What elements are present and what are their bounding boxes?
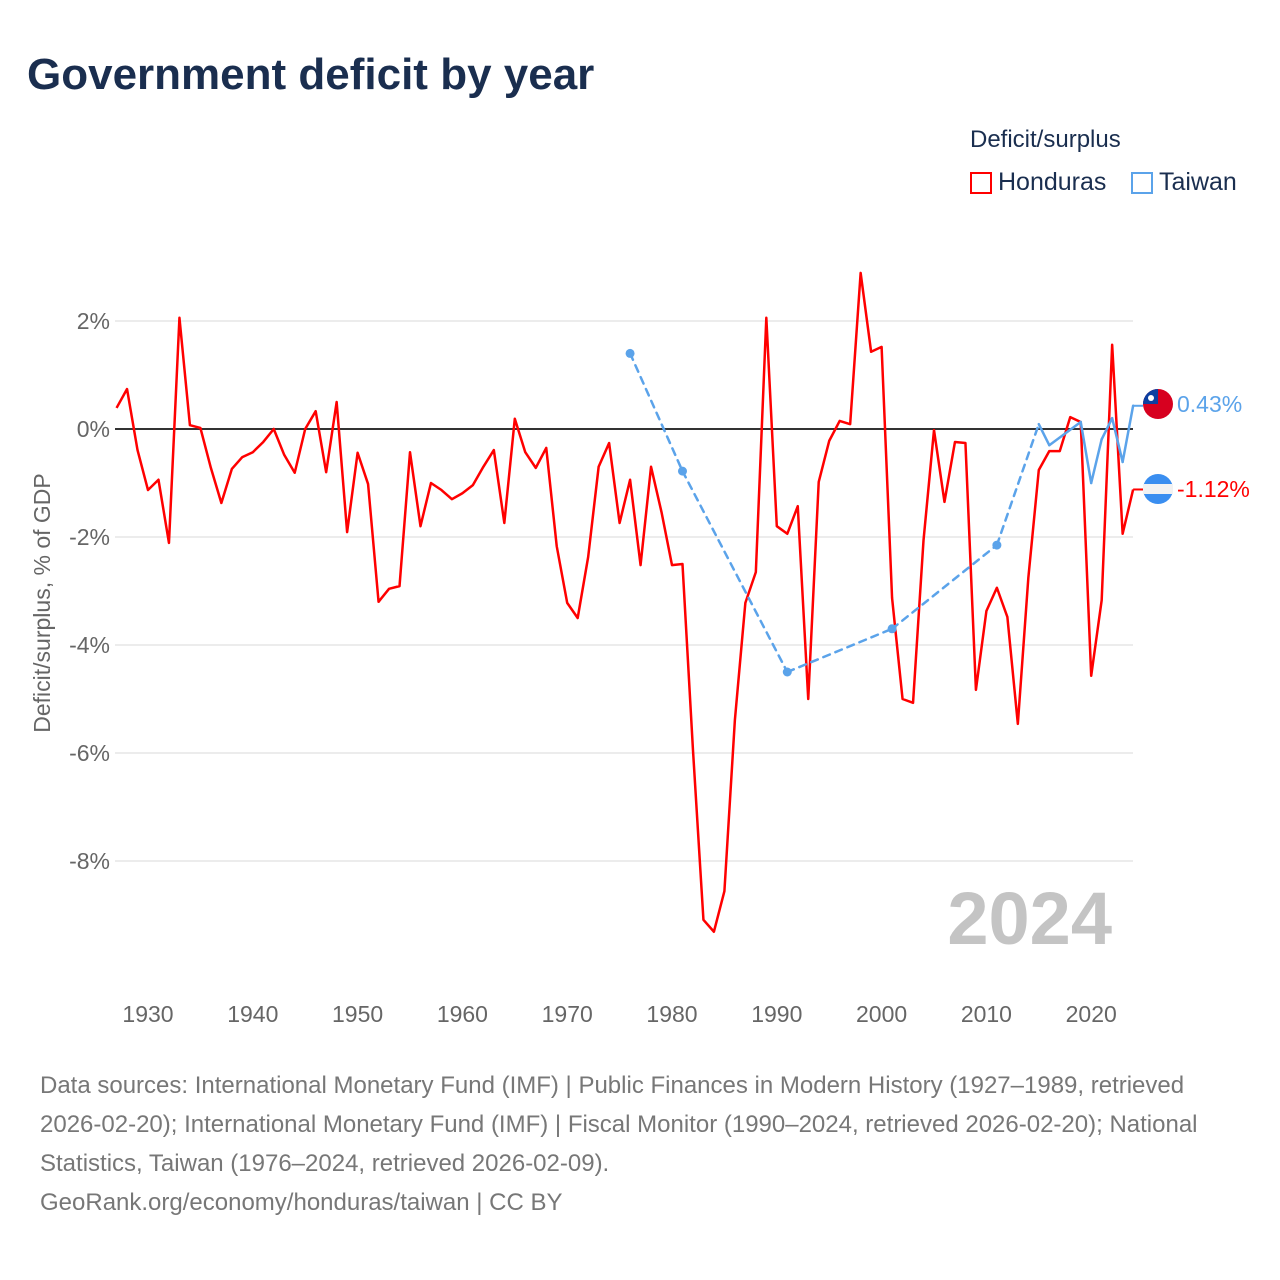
taiwan-line-segment <box>1048 420 1082 447</box>
legend-swatch-taiwan <box>1131 171 1153 194</box>
taiwan-line-segment <box>1121 404 1135 464</box>
honduras-flag-icon <box>1143 474 1173 504</box>
legend-item-taiwan[interactable]: Taiwan <box>1131 168 1237 197</box>
x-tick-label: 2010 <box>961 1001 1012 1027</box>
taiwan-line-segment <box>1100 416 1114 441</box>
taiwan-line-segment <box>1110 416 1124 464</box>
legend-swatch-honduras <box>970 171 992 194</box>
y-tick-label: -8% <box>69 848 110 874</box>
taiwan-line-segment <box>681 469 789 674</box>
taiwan-point <box>992 540 1002 550</box>
taiwan-line-segment <box>1089 438 1103 485</box>
taiwan-line-segment <box>890 543 999 631</box>
x-tick-label: 1950 <box>332 1001 383 1027</box>
x-tick-label: 1960 <box>437 1001 488 1027</box>
y-tick-label: -4% <box>69 632 110 658</box>
taiwan-line-segment <box>628 352 684 473</box>
x-tick-label: 1990 <box>751 1001 802 1027</box>
honduras-end-label: -1.12% <box>1177 476 1250 502</box>
legend-title: Deficit/surplus <box>970 126 1121 153</box>
taiwan-point <box>887 624 897 634</box>
taiwan-line-segment <box>786 627 894 674</box>
source-text: Data sources: International Monetary Fun… <box>40 1072 1198 1177</box>
y-tick-label: -6% <box>69 740 110 766</box>
x-tick-label: 1970 <box>542 1001 593 1027</box>
taiwan-point <box>677 466 687 476</box>
honduras-line <box>115 271 1135 933</box>
taiwan-line-segment <box>1037 422 1051 447</box>
taiwan-point <box>782 667 792 677</box>
x-tick-label: 2020 <box>1066 1001 1117 1027</box>
x-tick-label: 1980 <box>646 1001 697 1027</box>
x-tick-label: 2000 <box>856 1001 907 1027</box>
source-note: Data sources: International Monetary Fun… <box>40 1066 1240 1222</box>
taiwan-point <box>625 348 635 358</box>
page-title: Government deficit by year <box>27 50 595 99</box>
x-tick-label: 1930 <box>122 1001 173 1027</box>
y-axis-label: Deficit/surplus, % of GDP <box>29 473 55 732</box>
taiwan-end-label: 0.43% <box>1177 391 1242 417</box>
y-tick-label: -2% <box>69 524 110 550</box>
taiwan-flag-icon <box>1143 389 1173 419</box>
y-tick-label: 0% <box>77 416 110 442</box>
legend-label: Taiwan <box>1159 168 1237 196</box>
legend-item-honduras[interactable]: Honduras <box>970 168 1106 197</box>
legend-label: Honduras <box>998 168 1107 196</box>
taiwan-line-segment <box>995 422 1041 547</box>
x-tick-label: 1940 <box>227 1001 278 1027</box>
source-link[interactable]: GeoRank.org/economy/honduras/taiwan | CC… <box>40 1189 563 1216</box>
year-watermark: 2024 <box>947 877 1112 960</box>
taiwan-line-segment <box>1079 420 1093 485</box>
y-tick-label: 2% <box>77 308 110 334</box>
